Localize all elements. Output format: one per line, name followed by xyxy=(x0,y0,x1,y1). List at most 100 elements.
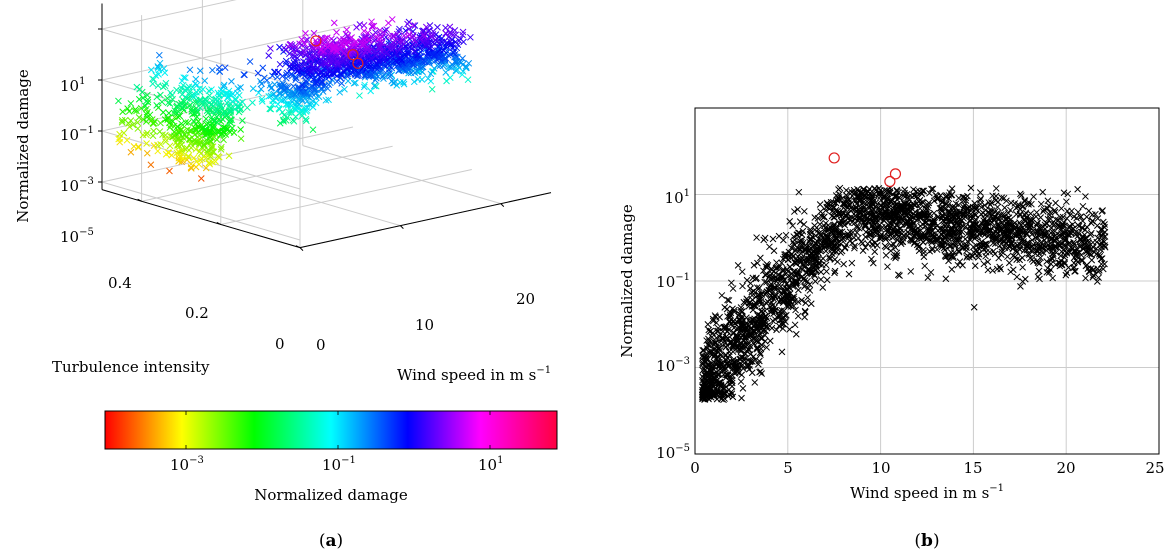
a-point-mark xyxy=(157,141,165,148)
a-point-mark xyxy=(361,81,369,89)
b-point-mark xyxy=(840,260,848,268)
a-point-mark xyxy=(367,55,375,62)
b-outlier-marker xyxy=(889,168,902,180)
a-point-mark xyxy=(353,24,360,31)
a-point-mark xyxy=(325,81,333,89)
a-point-mark xyxy=(436,46,444,54)
a-point-mark xyxy=(304,36,311,44)
b-point-mark xyxy=(1035,267,1043,275)
b-point-mark xyxy=(754,259,761,267)
a-point-mark xyxy=(284,114,291,121)
a-point-mark xyxy=(379,72,387,80)
a-ti-axis-label: Turbulence intensity xyxy=(52,358,210,376)
a-point-mark xyxy=(202,125,209,133)
a-point-mark xyxy=(220,136,227,144)
a-point-mark xyxy=(362,72,369,79)
a-point-mark xyxy=(137,104,145,112)
b-point-mark xyxy=(1037,200,1045,208)
a-point-mark xyxy=(194,123,201,131)
b-point-mark xyxy=(794,312,802,320)
b-y-axis-label: Normalized damage xyxy=(618,204,636,358)
a-point-mark xyxy=(157,91,164,99)
a-point-mark xyxy=(204,148,211,156)
a-point-mark xyxy=(405,50,413,58)
a-point-mark xyxy=(202,115,210,123)
b-point-mark xyxy=(897,240,905,248)
a-point-mark xyxy=(143,140,150,147)
a-point-mark xyxy=(237,83,244,91)
b-point-mark xyxy=(1082,274,1089,282)
b-point-mark xyxy=(738,371,746,379)
a-point-mark xyxy=(343,26,351,34)
a-point-mark xyxy=(179,81,187,89)
a-point-mark xyxy=(243,104,251,112)
b-point-mark xyxy=(800,207,808,215)
a-point-mark xyxy=(164,114,172,122)
b-point-mark xyxy=(1049,274,1057,282)
a-point-mark xyxy=(215,64,223,72)
a-ws-tick: 0 xyxy=(316,336,326,354)
b-point-mark xyxy=(1052,199,1059,207)
a-point-mark xyxy=(143,129,151,137)
b-point-mark xyxy=(800,221,808,228)
a-point-mark xyxy=(386,72,394,80)
a-point-mark xyxy=(200,140,208,148)
b-point-mark xyxy=(1079,202,1087,210)
a-point-mark xyxy=(427,70,435,78)
a-point-mark xyxy=(115,97,122,105)
a-point-mark xyxy=(147,66,155,74)
a-point-mark xyxy=(201,77,209,85)
a-point-mark xyxy=(164,116,172,123)
a-point-mark xyxy=(371,82,378,90)
a-grid-line xyxy=(202,167,401,227)
a-point-mark xyxy=(139,116,147,123)
a-point-mark xyxy=(406,43,414,51)
a-z-tick: 101 xyxy=(60,76,85,95)
a-point-mark xyxy=(284,91,292,99)
a-point-mark xyxy=(367,87,375,95)
a-point-mark xyxy=(182,119,189,126)
a-point-mark xyxy=(208,101,216,108)
a-point-mark xyxy=(258,95,266,103)
a-point-mark xyxy=(147,161,155,169)
a-point-mark xyxy=(356,92,363,99)
a-point-mark xyxy=(184,119,192,127)
a-axis-line xyxy=(500,203,505,208)
a-point-mark xyxy=(213,136,221,143)
b-point-mark xyxy=(773,326,780,334)
b-point-mark xyxy=(1089,217,1096,225)
b-point-mark xyxy=(823,276,831,284)
b-point-mark xyxy=(778,348,786,356)
a-point-mark xyxy=(275,90,283,97)
a-ti-tick: 0.2 xyxy=(185,304,209,322)
a-point-mark xyxy=(222,124,230,132)
a-point-mark xyxy=(227,104,235,111)
b-y-tick: 10−3 xyxy=(656,356,690,375)
a-point-mark xyxy=(388,16,396,23)
a-point-mark xyxy=(196,96,203,104)
b-point-mark xyxy=(801,307,809,315)
b-point-mark xyxy=(1088,256,1096,264)
a-point-mark xyxy=(181,145,189,153)
a-point-mark xyxy=(237,126,245,133)
a-point-mark xyxy=(400,80,408,88)
b-point-mark xyxy=(1004,253,1011,261)
a-point-mark xyxy=(143,149,151,157)
a-point-mark xyxy=(120,129,128,137)
a-point-mark xyxy=(384,50,392,58)
a-point-mark xyxy=(372,64,379,72)
a-point-mark xyxy=(192,145,200,153)
b-point-mark xyxy=(817,276,825,283)
b-point-mark xyxy=(791,208,798,215)
a-point-mark xyxy=(276,43,283,51)
b-point-mark xyxy=(1098,260,1105,268)
a-point-mark xyxy=(198,155,206,163)
b-point-mark xyxy=(959,261,966,269)
a-point-mark xyxy=(435,39,443,47)
a-point-mark xyxy=(173,123,181,131)
a-point-mark xyxy=(291,90,299,98)
a-point-mark xyxy=(237,135,245,143)
b-point-mark xyxy=(836,184,844,192)
a-point-mark xyxy=(135,144,142,151)
a-point-mark xyxy=(301,61,309,69)
